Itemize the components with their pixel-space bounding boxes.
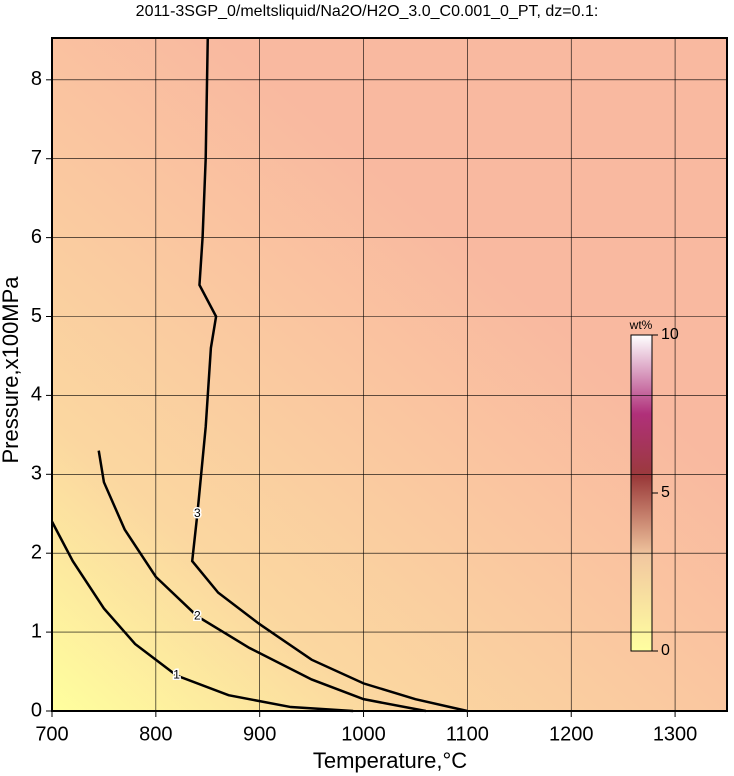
y-tick-label: 8 (31, 68, 42, 90)
x-tick-label: 1000 (341, 723, 386, 745)
y-tick-label: 2 (31, 541, 42, 563)
y-tick-label: 0 (31, 699, 42, 721)
contour-label: 2 (194, 608, 201, 622)
contour-label: 3 (194, 506, 201, 520)
x-tick-label: 900 (243, 723, 276, 745)
contour-line (190, 37, 468, 713)
x-axis-label: Temperature,°C (313, 748, 467, 773)
colorbar (630, 334, 653, 652)
plot-background (52, 38, 727, 711)
y-tick-label: 6 (31, 226, 42, 248)
colorbar-tick-label: 0 (661, 642, 670, 659)
contour-line (50, 521, 354, 713)
y-tick-label: 1 (31, 620, 42, 642)
y-tick-label: 5 (31, 305, 42, 327)
x-tick-label: 800 (139, 723, 172, 745)
y-axis-label: Pressure,x100MPa (0, 276, 23, 464)
plot-frame (51, 37, 728, 712)
y-tick-label: 4 (31, 384, 42, 406)
chart-title: 2011-3SGP_0/meltsliquid/Na2O/H2O_3.0_C0.… (136, 3, 599, 20)
colorbar-label: wt% (629, 318, 653, 332)
x-tick-label: 1100 (446, 723, 489, 745)
x-tick-label: 1200 (549, 723, 594, 745)
x-tick-label: 700 (35, 723, 68, 745)
y-tick-label: 7 (31, 147, 42, 169)
x-tick-label: 1300 (653, 723, 698, 745)
contour-label: 1 (173, 668, 180, 682)
colorbar-tick-label: 10 (661, 326, 679, 343)
colorbar-tick-label: 5 (661, 484, 670, 501)
y-tick-label: 3 (31, 463, 42, 485)
contour-line (97, 450, 427, 713)
